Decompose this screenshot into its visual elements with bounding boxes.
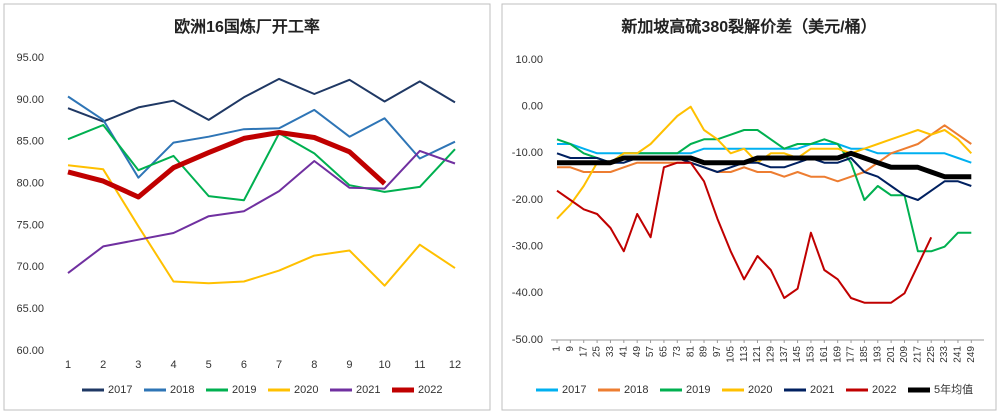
x-tick-label: 121 bbox=[752, 346, 763, 363]
y-tick-label: -50.00 bbox=[512, 334, 543, 346]
series-line bbox=[67, 164, 456, 287]
series-line bbox=[67, 95, 456, 179]
x-tick-label: 3 bbox=[135, 359, 141, 371]
legend-label: 5年均值 bbox=[934, 382, 973, 396]
legend-label: 2021 bbox=[356, 384, 380, 396]
series-line bbox=[556, 152, 972, 201]
x-tick-label: 8 bbox=[311, 359, 317, 371]
x-tick-label: 105 bbox=[725, 346, 736, 363]
y-tick-label: 10.00 bbox=[515, 54, 543, 66]
y-tick-label: 0.00 bbox=[522, 101, 543, 113]
panel-right bbox=[501, 3, 997, 411]
x-tick-label: 177 bbox=[846, 346, 857, 363]
x-tick-label: 1 bbox=[552, 346, 563, 352]
x-tick-label: 25 bbox=[592, 346, 603, 358]
x-tick-label: 153 bbox=[806, 346, 817, 363]
y-tick-label: 80.00 bbox=[16, 177, 44, 189]
x-tick-label: 81 bbox=[685, 346, 696, 358]
x-tick-label: 169 bbox=[832, 346, 843, 363]
legend-label: 2022 bbox=[872, 384, 896, 396]
x-tick-label: 225 bbox=[926, 346, 937, 363]
legend-label: 2020 bbox=[294, 384, 318, 396]
x-tick-label: 89 bbox=[699, 346, 710, 358]
chart-title: 新加坡高硫380裂解价差（美元/桶） bbox=[621, 17, 876, 36]
x-tick-label: 49 bbox=[632, 346, 643, 358]
x-tick-label: 241 bbox=[953, 346, 964, 363]
x-tick-label: 12 bbox=[449, 359, 461, 371]
x-tick-label: 4 bbox=[170, 359, 176, 371]
panel-left bbox=[3, 3, 491, 411]
x-tick-label: 129 bbox=[765, 346, 776, 363]
y-tick-label: -40.00 bbox=[512, 287, 543, 299]
series-line bbox=[67, 130, 387, 200]
x-tick-label: 41 bbox=[618, 346, 629, 358]
legend-label: 2019 bbox=[686, 384, 710, 396]
y-tick-label: 85.00 bbox=[16, 136, 44, 148]
legend-label: 2017 bbox=[562, 384, 586, 396]
legend-label: 2022 bbox=[418, 384, 442, 396]
series-line bbox=[556, 161, 933, 304]
x-tick-label: 201 bbox=[886, 346, 897, 363]
x-tick-label: 2 bbox=[100, 359, 106, 371]
legend-label: 2018 bbox=[170, 384, 194, 396]
y-tick-label: 65.00 bbox=[16, 303, 44, 315]
x-tick-label: 161 bbox=[819, 346, 830, 363]
x-tick-label: 113 bbox=[739, 346, 750, 362]
chart-title: 欧洲16国炼厂开工率 bbox=[174, 17, 320, 36]
x-tick-label: 10 bbox=[379, 359, 391, 371]
x-tick-label: 193 bbox=[872, 346, 883, 363]
legend-label: 2018 bbox=[624, 384, 648, 396]
series-line bbox=[67, 124, 456, 202]
y-tick-label: 75.00 bbox=[16, 219, 44, 231]
legend-label: 2021 bbox=[810, 384, 834, 396]
y-tick-label: 60.00 bbox=[16, 345, 44, 357]
x-tick-label: 233 bbox=[939, 346, 950, 363]
y-tick-label: -10.00 bbox=[512, 147, 543, 159]
x-tick-label: 1 bbox=[65, 359, 71, 371]
legend-label: 2017 bbox=[108, 384, 132, 396]
y-tick-label: -20.00 bbox=[512, 194, 543, 206]
x-tick-label: 7 bbox=[276, 359, 282, 371]
x-tick-label: 73 bbox=[672, 346, 683, 358]
x-tick-label: 209 bbox=[899, 346, 910, 363]
x-tick-label: 9 bbox=[565, 346, 576, 352]
x-tick-label: 33 bbox=[605, 346, 616, 358]
x-tick-label: 185 bbox=[859, 346, 870, 363]
x-tick-label: 145 bbox=[792, 346, 803, 363]
x-tick-label: 6 bbox=[241, 359, 247, 371]
legend-label: 2019 bbox=[232, 384, 256, 396]
x-tick-label: 5 bbox=[206, 359, 212, 371]
x-tick-label: 65 bbox=[659, 346, 670, 358]
x-tick-label: 97 bbox=[712, 346, 723, 358]
x-tick-label: 57 bbox=[645, 346, 656, 358]
y-tick-label: 95.00 bbox=[16, 52, 44, 64]
x-tick-label: 17 bbox=[578, 346, 589, 358]
x-tick-label: 217 bbox=[912, 346, 923, 363]
legend-label: 2020 bbox=[748, 384, 772, 396]
series-line bbox=[557, 150, 972, 180]
y-tick-label: 70.00 bbox=[16, 261, 44, 273]
x-tick-label: 9 bbox=[346, 359, 352, 371]
x-tick-label: 249 bbox=[966, 346, 977, 363]
y-tick-label: 90.00 bbox=[16, 94, 44, 106]
series-line bbox=[67, 149, 456, 274]
x-tick-label: 11 bbox=[414, 359, 425, 371]
series-line bbox=[557, 124, 972, 183]
series-line bbox=[67, 77, 456, 123]
x-tick-label: 137 bbox=[779, 346, 790, 363]
y-tick-label: -30.00 bbox=[512, 241, 543, 253]
